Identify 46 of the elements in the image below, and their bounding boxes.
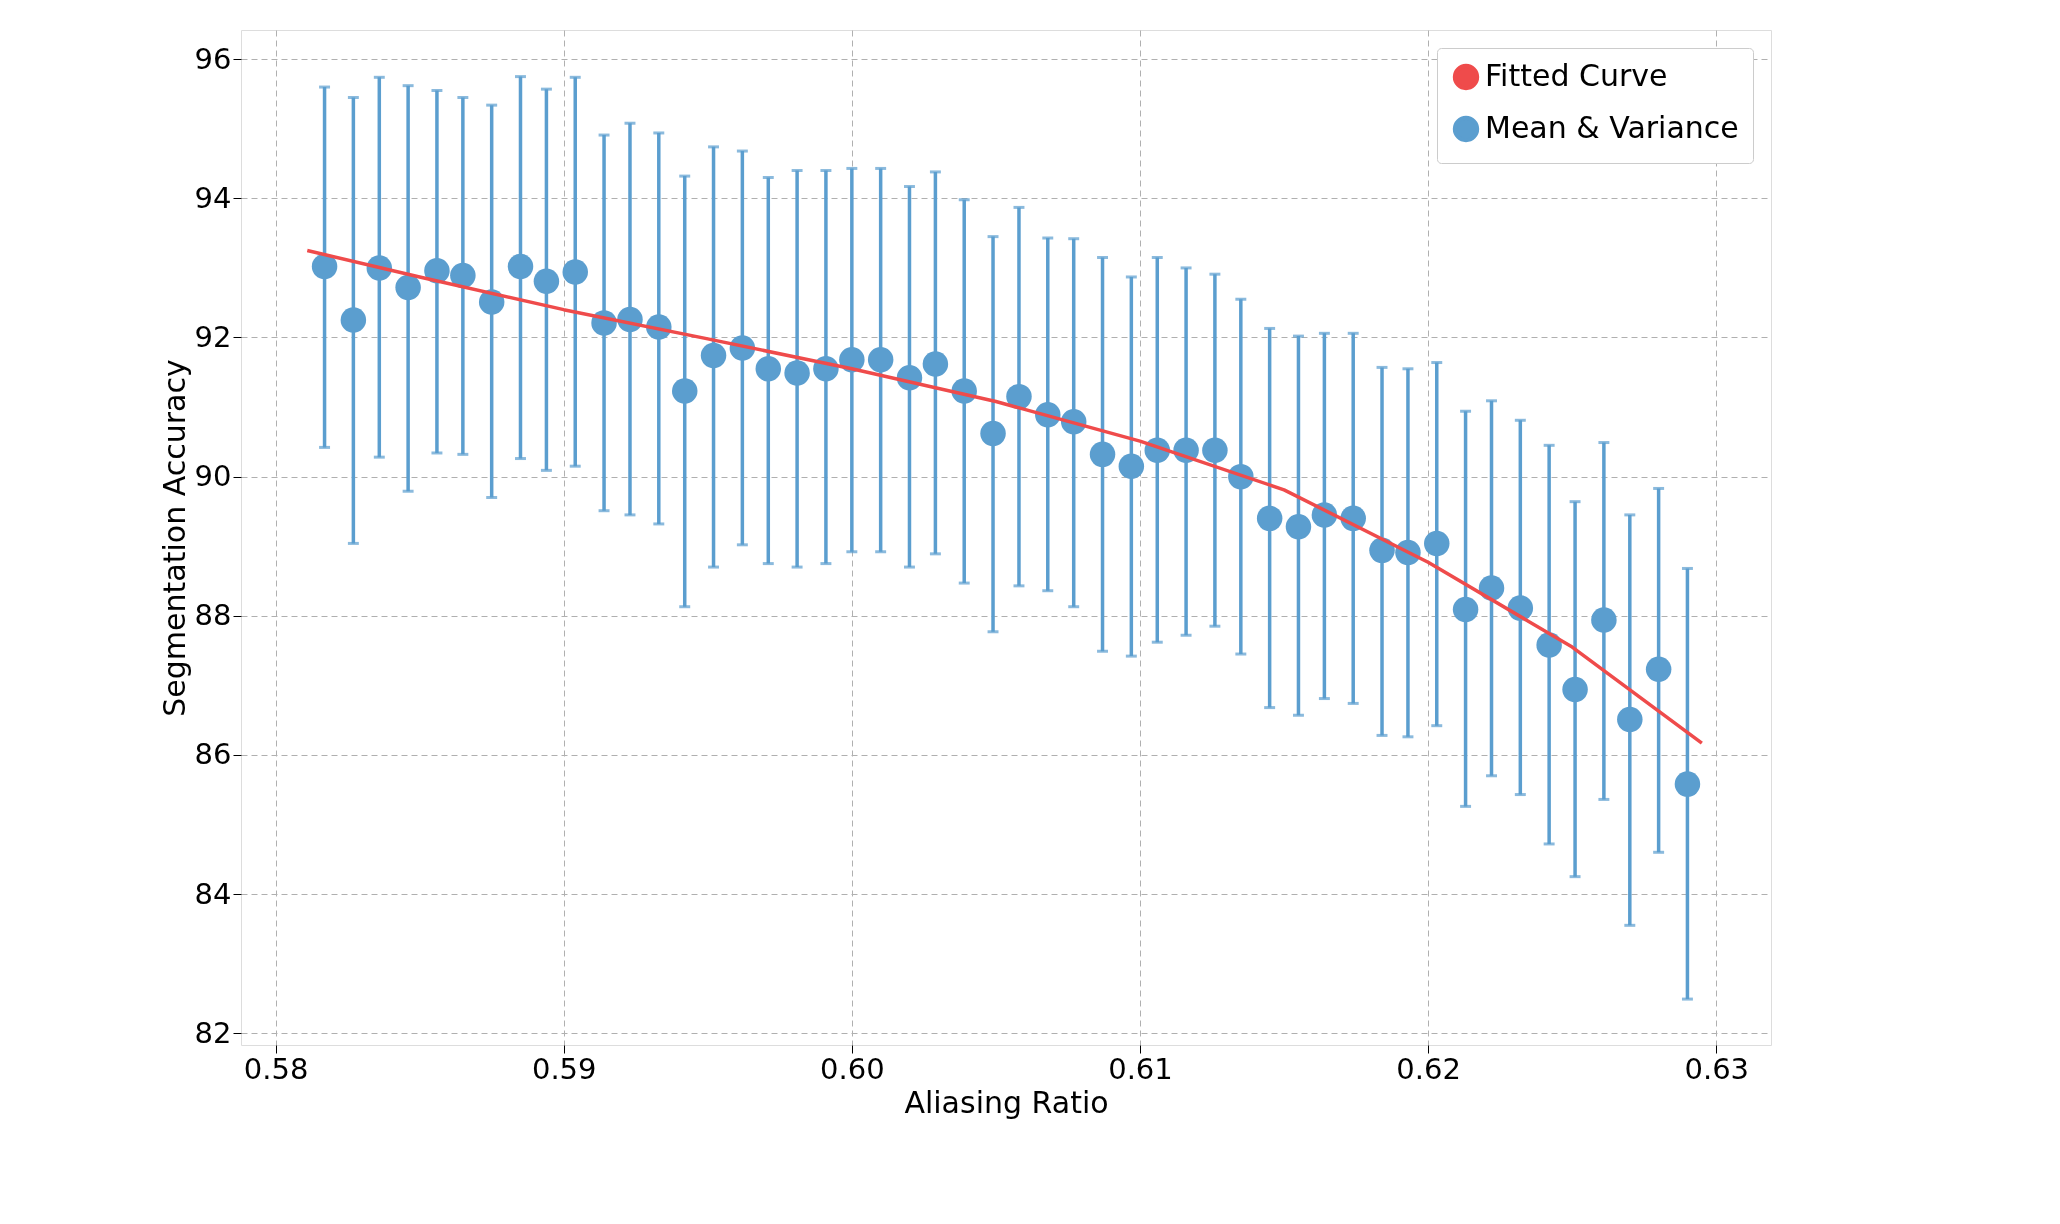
point: [1118, 453, 1145, 479]
point: [1424, 530, 1450, 557]
point: [700, 342, 727, 369]
y-tick-label: 96: [194, 41, 232, 76]
line-series: [305, 248, 1704, 745]
point: [867, 347, 894, 373]
y-tick-label: 82: [194, 1015, 232, 1050]
point: [1256, 505, 1283, 532]
y-axis-title: Segmentation Accuracy: [156, 359, 192, 717]
point: [784, 360, 810, 386]
point: [922, 351, 949, 377]
y-tick-label: 86: [194, 737, 232, 772]
x-tick-label: 0.58: [243, 1051, 309, 1086]
y-tick-label: 84: [194, 876, 232, 911]
x-tick-label: 0.62: [1396, 1051, 1461, 1086]
y-tick-label: 92: [194, 319, 232, 354]
x-tick-label: 0.61: [1108, 1051, 1173, 1086]
point: [507, 253, 534, 280]
legend-label: Mean & Variance: [1485, 110, 1739, 145]
x-axis-title: Aliasing Ratio: [904, 1084, 1109, 1120]
point: [1006, 383, 1032, 410]
point: [1674, 771, 1701, 797]
point: [980, 420, 1006, 447]
point: [340, 307, 367, 333]
x-tick-label: 0.59: [531, 1051, 597, 1086]
point: [1645, 656, 1672, 683]
point: [1562, 676, 1588, 703]
point: [533, 268, 560, 294]
point: [311, 253, 338, 280]
y-tick-label: 88: [194, 598, 232, 633]
point: [671, 378, 698, 404]
x-tick-label: 0.60: [820, 1051, 885, 1086]
y-tick-label: 90: [194, 459, 232, 494]
point: [1452, 596, 1479, 623]
point: [755, 356, 782, 382]
legend-label: Fitted Curve: [1485, 58, 1668, 93]
point: [1285, 513, 1312, 540]
point: [1089, 441, 1116, 468]
x-tick-label: 0.63: [1684, 1051, 1750, 1086]
point: [1591, 607, 1617, 633]
point: [395, 274, 421, 301]
point: [450, 262, 476, 289]
point: [1202, 437, 1228, 463]
point: [1617, 706, 1643, 733]
point: [562, 259, 588, 285]
y-tick-label: 94: [194, 180, 232, 215]
